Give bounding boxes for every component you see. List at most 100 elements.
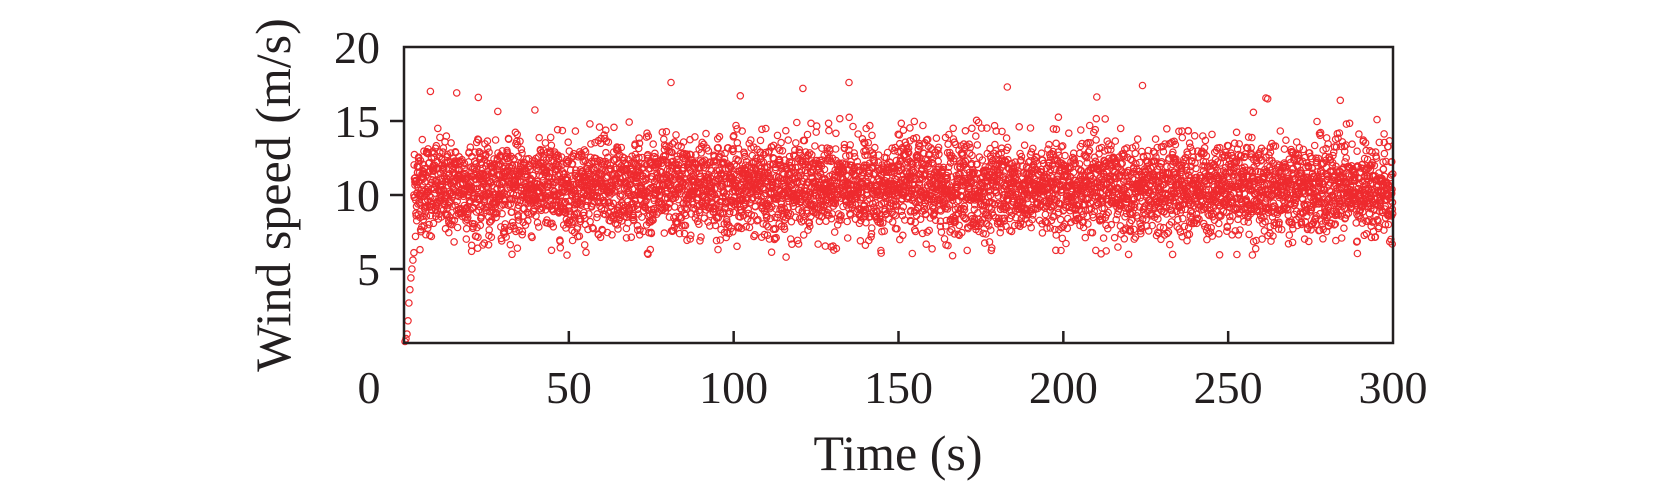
data-point [508, 218, 517, 227]
data-point [539, 176, 547, 185]
data-point [1037, 149, 1046, 158]
data-point [1151, 135, 1160, 143]
data-point [564, 138, 573, 147]
data-point [642, 176, 650, 185]
data-point [650, 152, 659, 161]
data-point [649, 216, 657, 225]
data-point [514, 211, 523, 220]
data-point [825, 126, 833, 135]
data-point [714, 245, 722, 254]
data-point [1101, 115, 1110, 123]
data-point [556, 244, 565, 252]
data-point [586, 120, 594, 128]
data-point [620, 154, 629, 162]
data-point [405, 299, 413, 307]
data-point [1124, 250, 1133, 259]
data-point [1092, 136, 1100, 144]
data-point [843, 217, 852, 226]
data-point [631, 197, 640, 206]
data-point [1215, 219, 1223, 228]
data-point [512, 137, 521, 146]
data-point [629, 199, 637, 208]
data-point [444, 228, 453, 237]
data-point [630, 216, 638, 225]
data-point [831, 145, 840, 153]
data-point [629, 211, 638, 220]
data-point [546, 133, 555, 142]
data-point [638, 184, 646, 192]
data-point [497, 202, 505, 210]
data-point [614, 225, 622, 233]
data-point [1002, 134, 1011, 142]
data-point [497, 237, 506, 245]
data-point [585, 210, 593, 218]
data-point [811, 142, 819, 150]
data-point [408, 265, 416, 273]
data-point [439, 148, 447, 156]
data-point [1081, 233, 1090, 242]
data-point [429, 219, 438, 228]
data-point [528, 233, 536, 242]
data-point [660, 229, 669, 237]
data-point [605, 198, 614, 207]
data-point [1015, 123, 1024, 131]
data-point [580, 146, 589, 154]
data-point [1110, 233, 1119, 242]
data-point [561, 197, 570, 206]
data-point [691, 133, 699, 141]
data-point [529, 207, 538, 216]
data-point [832, 129, 840, 138]
data-point [427, 232, 436, 241]
data-point [604, 138, 613, 146]
data-point [906, 124, 914, 132]
data-point [1114, 243, 1122, 251]
data-point [648, 173, 657, 181]
data-point [463, 210, 472, 218]
data-point [562, 156, 571, 164]
data-point [492, 213, 500, 222]
data-point [625, 118, 634, 126]
data-point [447, 139, 455, 147]
data-point [1163, 125, 1171, 133]
data-point [518, 149, 526, 157]
data-point [940, 235, 949, 243]
data-point [1102, 247, 1111, 255]
data-point [627, 233, 636, 242]
data-point [563, 251, 571, 259]
data-point [616, 190, 625, 199]
data-point [635, 153, 643, 162]
data-point [505, 154, 514, 162]
data-point [777, 138, 785, 147]
data-point [704, 218, 712, 226]
data-point [1190, 132, 1199, 140]
data-point [554, 151, 562, 160]
data-point [602, 148, 610, 157]
data-point [922, 240, 931, 249]
data-point [593, 213, 601, 222]
data-point [532, 212, 540, 220]
data-point [613, 221, 622, 229]
data-point [513, 244, 522, 253]
data-point [643, 150, 652, 159]
data-point [791, 139, 800, 147]
data-point [910, 117, 919, 126]
data-point [961, 127, 970, 135]
data-point [1215, 251, 1224, 259]
data-point [544, 164, 552, 172]
data-point [1045, 140, 1053, 149]
data-point [546, 148, 555, 157]
data-point [948, 251, 957, 260]
data-point [700, 214, 709, 223]
data-point [517, 145, 526, 154]
data-point [518, 230, 527, 239]
data-point [971, 132, 980, 140]
data-point [601, 126, 610, 135]
data-point [531, 106, 539, 114]
data-point [897, 119, 906, 128]
data-point [824, 119, 833, 128]
data-point [507, 208, 516, 216]
data-point [535, 133, 544, 142]
data-points [401, 78, 1397, 346]
data-point [781, 126, 790, 135]
data-point [453, 197, 462, 206]
